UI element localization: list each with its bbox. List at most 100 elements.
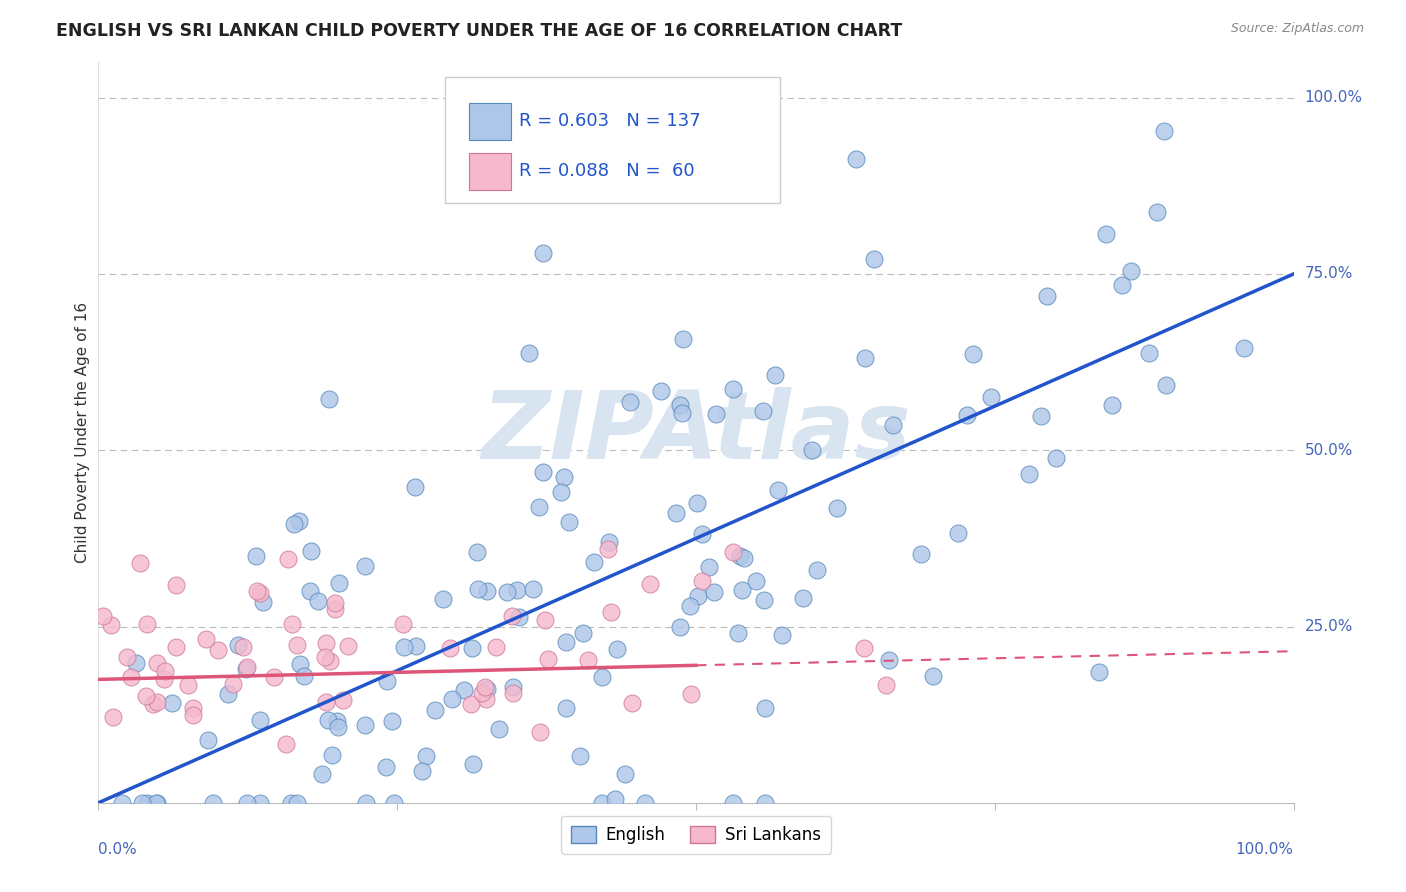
Point: [752, 403, 775, 417]
Point: [845, 152, 868, 166]
Point: [307, 594, 329, 608]
Point: [207, 643, 229, 657]
Point: [236, 796, 259, 810]
Point: [703, 585, 725, 599]
Point: [591, 670, 613, 684]
Point: [721, 545, 744, 559]
Point: [354, 718, 377, 732]
Point: [153, 672, 176, 686]
Point: [583, 555, 606, 569]
Point: [922, 669, 945, 683]
Point: [381, 714, 404, 729]
Point: [299, 543, 322, 558]
Point: [326, 720, 349, 734]
Point: [754, 796, 776, 810]
Point: [439, 640, 461, 655]
Point: [288, 514, 311, 528]
Point: [382, 796, 405, 810]
Point: [477, 584, 499, 599]
Text: 100.0%: 100.0%: [1236, 842, 1294, 856]
Point: [517, 346, 540, 360]
Point: [1154, 377, 1177, 392]
Point: [910, 547, 932, 561]
Point: [744, 574, 766, 589]
Point: [599, 605, 621, 619]
Point: [527, 500, 550, 514]
Point: [135, 690, 157, 704]
Point: [596, 541, 619, 556]
Point: [825, 500, 848, 515]
FancyBboxPatch shape: [446, 78, 780, 203]
Point: [754, 701, 776, 715]
Point: [145, 796, 167, 810]
Point: [311, 767, 333, 781]
Point: [671, 406, 693, 420]
Point: [488, 722, 510, 736]
Point: [353, 558, 375, 573]
Point: [704, 407, 727, 421]
Point: [672, 332, 695, 346]
Point: [326, 714, 349, 728]
Point: [460, 697, 482, 711]
Point: [142, 697, 165, 711]
Point: [315, 695, 337, 709]
Point: [263, 670, 285, 684]
Point: [177, 678, 200, 692]
Point: [356, 796, 378, 810]
Point: [537, 651, 560, 665]
Point: [249, 796, 271, 810]
Point: [328, 575, 350, 590]
Point: [621, 697, 644, 711]
Point: [165, 640, 187, 655]
Point: [723, 796, 745, 810]
Point: [619, 395, 641, 409]
Point: [153, 664, 176, 678]
Point: [125, 656, 148, 670]
Point: [501, 609, 523, 624]
Point: [181, 708, 204, 723]
Text: 50.0%: 50.0%: [1305, 442, 1353, 458]
Point: [323, 601, 346, 615]
Point: [634, 796, 657, 810]
Point: [1088, 665, 1111, 679]
Point: [222, 677, 245, 691]
Point: [475, 692, 498, 706]
Point: [686, 495, 709, 509]
Point: [375, 674, 398, 689]
Point: [882, 417, 904, 432]
Point: [298, 583, 321, 598]
Point: [120, 670, 142, 684]
Point: [432, 592, 454, 607]
Point: [1018, 467, 1040, 482]
FancyBboxPatch shape: [470, 103, 510, 140]
Point: [249, 586, 271, 600]
Point: [236, 659, 259, 673]
Point: [508, 610, 530, 624]
Point: [316, 713, 339, 727]
Text: Source: ZipAtlas.com: Source: ZipAtlas.com: [1230, 22, 1364, 36]
Point: [136, 796, 159, 810]
Point: [522, 582, 544, 596]
Point: [146, 656, 169, 670]
Point: [728, 549, 751, 563]
Point: [576, 653, 599, 667]
Point: [111, 796, 134, 810]
Point: [863, 252, 886, 266]
Point: [91, 609, 114, 624]
Point: [467, 582, 489, 597]
Text: 25.0%: 25.0%: [1305, 619, 1353, 634]
Point: [318, 654, 340, 668]
Point: [606, 641, 628, 656]
Point: [506, 582, 529, 597]
Point: [471, 686, 494, 700]
Point: [485, 640, 508, 655]
Point: [534, 613, 557, 627]
Point: [392, 617, 415, 632]
Point: [980, 390, 1002, 404]
Point: [555, 634, 578, 648]
Point: [101, 709, 124, 723]
Point: [502, 686, 524, 700]
Point: [117, 650, 139, 665]
Point: [792, 591, 814, 606]
Point: [731, 582, 754, 597]
